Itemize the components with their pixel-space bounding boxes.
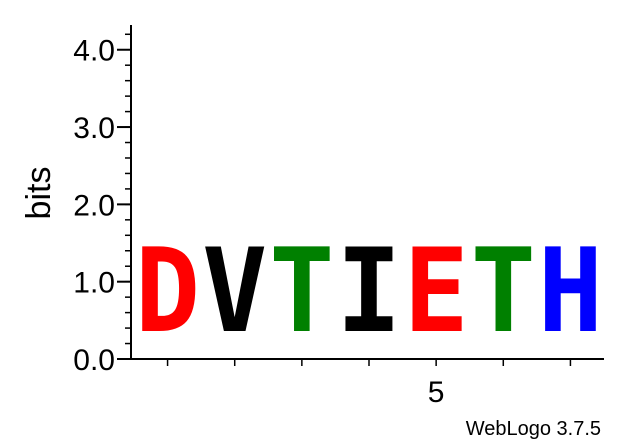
x-tick-label: 5 (428, 376, 445, 409)
y-tick-label: 0.0 (73, 344, 115, 377)
logo-letter: T (471, 224, 536, 359)
y-tick-label: 4.0 (73, 35, 115, 68)
y-tick-label: 1.0 (73, 267, 115, 300)
y-tick-label: 3.0 (73, 112, 115, 145)
y-tick-label: 2.0 (73, 189, 115, 222)
logo-letter: E (404, 224, 469, 359)
logo-letter: V (202, 224, 267, 359)
logo-letter: D (135, 224, 200, 359)
logo-letter: H (538, 224, 603, 359)
y-axis: 0.0 1.0 2.0 3.0 4.0 (73, 25, 132, 377)
x-axis: 5 (131, 358, 604, 409)
weblogo-version-label: WebLogo 3.7.5 (466, 418, 601, 440)
y-axis-label: bits (20, 167, 58, 220)
logo-letter: T (269, 224, 334, 359)
logo-letter: I (336, 224, 401, 359)
